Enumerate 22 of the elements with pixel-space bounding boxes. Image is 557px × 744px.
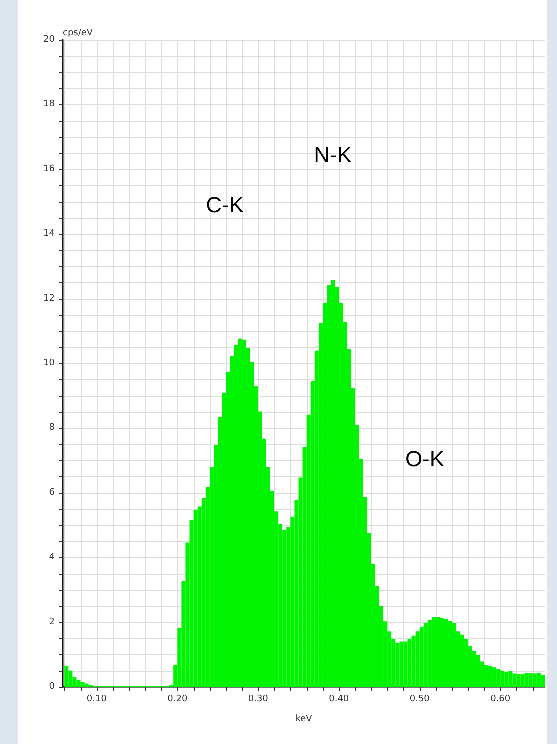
y-tick-label: 10 xyxy=(44,358,56,368)
y-axis-title: cps/eV xyxy=(63,28,94,38)
annotation: C-K xyxy=(206,192,244,218)
x-tick-label: 0.30 xyxy=(248,694,269,704)
y-tick-label: 12 xyxy=(44,294,55,304)
y-tick-label: 18 xyxy=(44,100,56,110)
y-tick-label: 4 xyxy=(49,552,56,563)
x-axis-title: keV xyxy=(296,714,314,724)
annotation: N-K xyxy=(314,142,352,168)
x-tick-label: 0.10 xyxy=(86,694,108,704)
y-tick-label: 14 xyxy=(44,229,56,240)
y-tick-label: 16 xyxy=(44,164,56,174)
y-tick-label: 20 xyxy=(44,35,56,45)
y-tick-label: 0 xyxy=(49,682,56,692)
x-tick-label: 0.50 xyxy=(410,694,430,704)
y-tick-label: 8 xyxy=(49,423,56,434)
y-tick-label: 2 xyxy=(49,617,55,628)
x-tick-label: 0.20 xyxy=(168,694,188,704)
x-tick-label: 0.40 xyxy=(329,694,350,704)
y-tick-label: 6 xyxy=(49,488,56,498)
annotation: O-K xyxy=(405,446,445,472)
x-tick-label: 0.60 xyxy=(490,694,511,704)
